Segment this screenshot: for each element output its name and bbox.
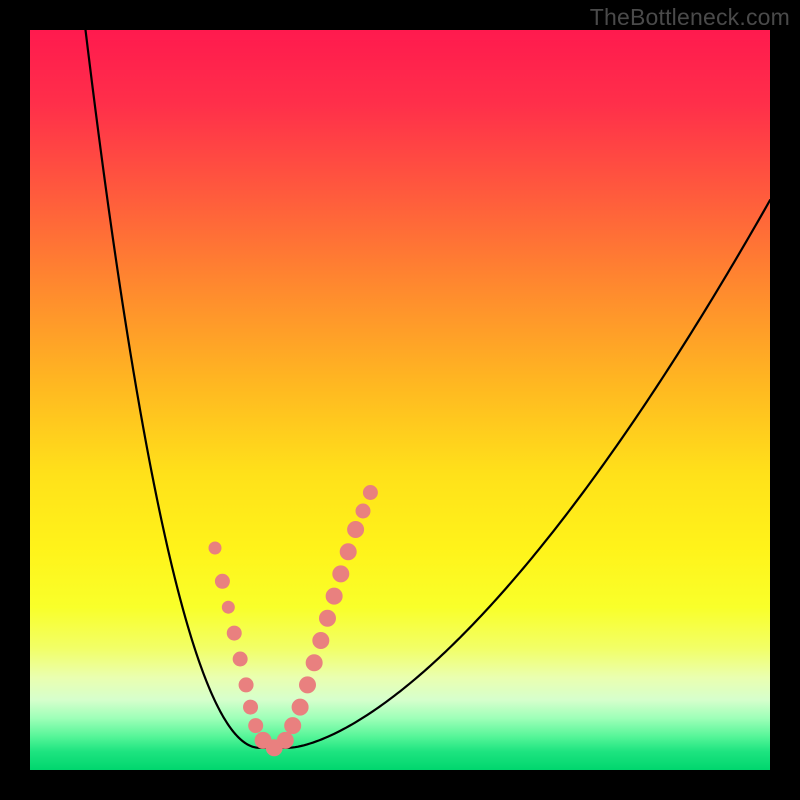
marker-dot: [292, 699, 308, 715]
marker-dot: [333, 566, 349, 582]
stage: TheBottleneck.com: [0, 0, 800, 800]
curve-markers: [209, 486, 377, 756]
marker-dot: [319, 610, 335, 626]
marker-dot: [249, 719, 263, 733]
marker-dot: [222, 601, 234, 613]
marker-dot: [215, 574, 229, 588]
marker-dot: [285, 718, 301, 734]
marker-dot: [356, 504, 370, 518]
marker-dot: [209, 542, 221, 554]
marker-dot: [363, 486, 377, 500]
marker-dot: [313, 633, 329, 649]
watermark-text: TheBottleneck.com: [590, 4, 790, 31]
chart-svg: [0, 0, 800, 800]
marker-dot: [340, 544, 356, 560]
marker-dot: [306, 655, 322, 671]
marker-dot: [300, 677, 316, 693]
marker-dot: [233, 652, 247, 666]
marker-dot: [239, 678, 253, 692]
marker-dot: [227, 626, 241, 640]
marker-dot: [326, 588, 342, 604]
bottleneck-curve: [86, 30, 771, 748]
curve-path: [86, 30, 771, 748]
marker-dot: [244, 700, 258, 714]
marker-dot: [277, 732, 293, 748]
marker-dot: [348, 522, 364, 538]
